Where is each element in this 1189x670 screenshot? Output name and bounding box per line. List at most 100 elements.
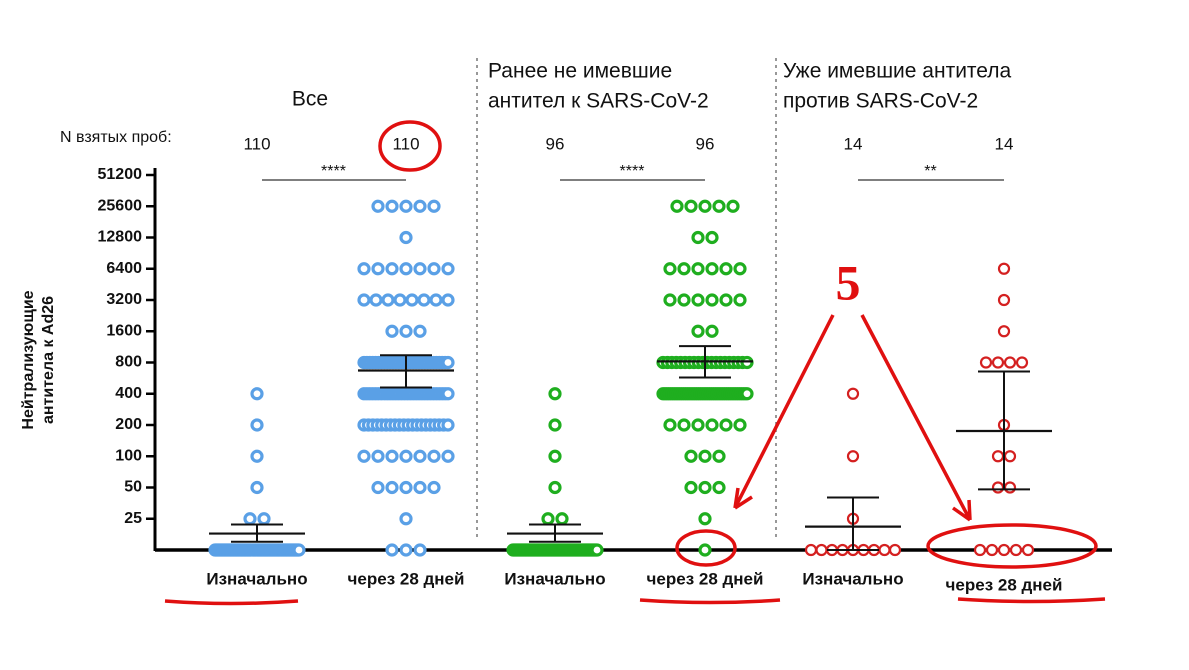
data-dot (441, 387, 455, 401)
data-dot (846, 450, 860, 463)
data-dot (393, 293, 407, 307)
data-dot (385, 449, 399, 463)
data-dot (399, 199, 413, 213)
data-dot (815, 543, 828, 557)
data-dot (413, 543, 427, 557)
data-dot (733, 418, 747, 432)
data-dot (548, 387, 562, 401)
annotation: 5 (836, 254, 861, 310)
data-dot (399, 230, 413, 245)
y-tick-label: 400 (115, 385, 142, 402)
data-dot (243, 512, 257, 526)
data-dot (441, 293, 455, 307)
data-dot (441, 449, 455, 463)
data-dot (427, 262, 441, 276)
y-tick-label: 50 (124, 479, 142, 496)
data-dot (846, 387, 860, 400)
y-tick-label: 25 (124, 510, 142, 527)
data-dot (997, 325, 1011, 338)
data-dot (250, 387, 264, 401)
data-dot (413, 262, 427, 276)
x-category-label: Изначально (206, 569, 307, 588)
y-tick-label: 1600 (106, 322, 142, 339)
panel-title: Уже имевшие антитела (783, 60, 1012, 83)
data-dot (417, 293, 431, 307)
data-dot (548, 449, 562, 463)
data-dot (385, 262, 399, 276)
x-category-label: через 28 дней (946, 575, 1063, 594)
y-axis-title-line: Нейтрализующие (20, 290, 37, 429)
data-dot (691, 230, 705, 245)
data-dot (399, 262, 413, 276)
data-dot (357, 449, 371, 463)
data-dot (705, 418, 719, 432)
data-dot (541, 512, 555, 526)
y-tick-label: 25600 (98, 197, 143, 214)
data-dot (663, 262, 677, 276)
arrow (860, 314, 972, 522)
data-dot (1009, 543, 1023, 557)
data-dot (427, 199, 441, 213)
data-dot (1003, 450, 1017, 463)
highlight-ellipse (675, 529, 737, 567)
data-dot (985, 543, 999, 557)
data-dot (705, 293, 719, 307)
data-dot (427, 449, 441, 463)
data-dot (548, 418, 562, 432)
data-dot (357, 262, 371, 276)
data-dot (684, 199, 698, 213)
data-dot (1015, 356, 1029, 369)
y-tick-label: 200 (115, 416, 142, 433)
data-dot (413, 449, 427, 463)
data-dot (399, 543, 413, 557)
data-dot (399, 449, 413, 463)
underline (639, 598, 781, 605)
y-tick-label: 100 (115, 447, 142, 464)
panel-title: против SARS-CoV-2 (783, 90, 978, 113)
data-dot (878, 543, 891, 557)
hand-annotations (164, 120, 1106, 606)
data-dot (705, 262, 719, 276)
data-dot (371, 262, 385, 276)
y-tick-label: 6400 (106, 260, 142, 277)
data-dot (684, 449, 698, 463)
data-dot (399, 324, 413, 338)
y-tick-label: 51200 (98, 166, 143, 183)
highlight-ellipse (378, 120, 442, 172)
data-dot (1021, 543, 1035, 557)
data-dot (441, 262, 455, 276)
data-dot (698, 543, 712, 557)
data-dot (804, 543, 818, 557)
data-dot (973, 543, 987, 557)
underline (957, 597, 1106, 604)
data-dot (698, 480, 712, 495)
sample-count: 110 (392, 134, 419, 153)
data-dot (991, 450, 1005, 463)
data-dot (371, 449, 385, 463)
data-dot (257, 512, 271, 526)
data-dot (698, 449, 712, 463)
data-dot (991, 481, 1005, 494)
data-dot (997, 543, 1011, 557)
data-dot (719, 262, 733, 276)
data-dot (663, 293, 677, 307)
data-dot (719, 418, 733, 432)
x-category-label: через 28 дней (647, 569, 764, 588)
data-dot (997, 293, 1011, 307)
data-dot (405, 293, 419, 307)
data-dot (698, 199, 712, 213)
data-dot (385, 324, 399, 338)
data-dot (888, 543, 902, 557)
data-dot (663, 418, 677, 432)
data-dot (1003, 481, 1017, 494)
data-dot (705, 324, 719, 338)
y-axis-title: Нейтрализующие антитела к Ad26 (20, 290, 57, 429)
data-dot (698, 512, 712, 526)
data-dot (726, 199, 740, 213)
data-dot (712, 480, 726, 495)
data-dot (719, 293, 733, 307)
sample-count: 110 (243, 134, 270, 153)
significance: **** (620, 163, 645, 180)
y-tick-label: 12800 (98, 229, 143, 246)
